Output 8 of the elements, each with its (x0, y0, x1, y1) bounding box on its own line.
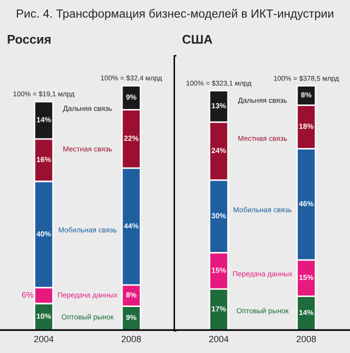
x-tick-label: 2008 (296, 336, 316, 342)
chart-title: Рис. 4. Трансформация бизнес-моделей в ИКТ-индустрии (16, 8, 334, 20)
chart-subtitle: Россия (8, 35, 50, 44)
x-tick-label: 2008 (122, 336, 141, 342)
x-tick-label: 2004 (34, 336, 54, 342)
data-label: 6% (22, 292, 34, 298)
x-tick-label: 2004 (209, 336, 229, 342)
chart-subtitle: США (182, 34, 212, 44)
